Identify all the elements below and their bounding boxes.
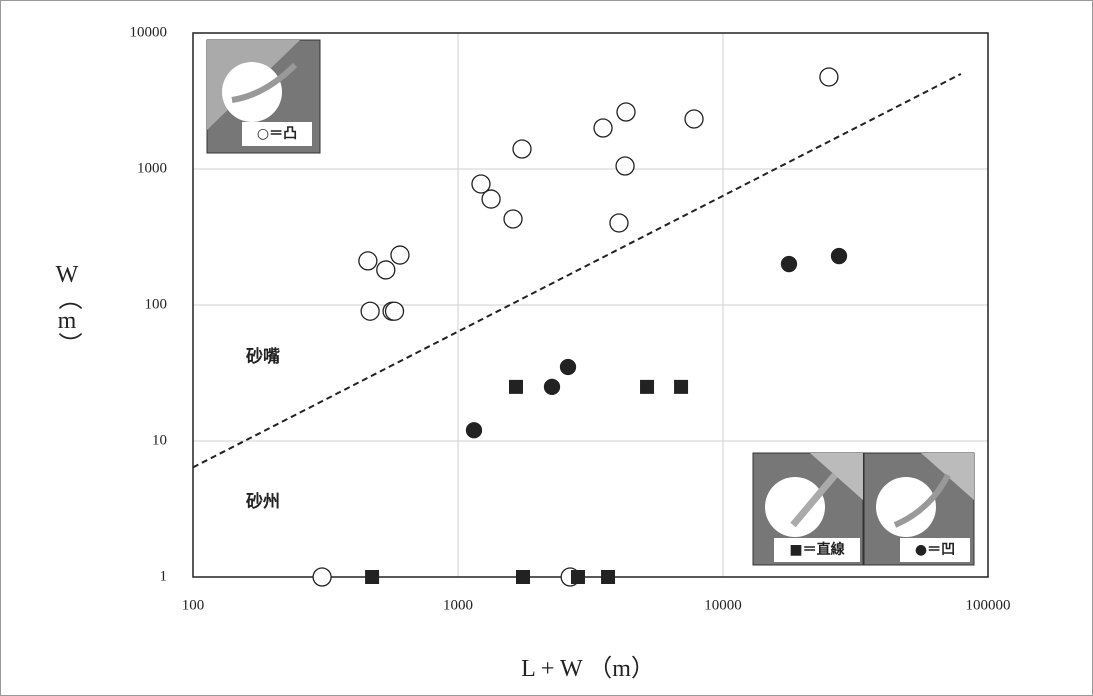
open-circle-marker [684, 109, 704, 129]
annotation: 砂嘴 [246, 346, 280, 367]
inset: ○＝凸 [206, 39, 321, 154]
inset-label: ●＝凹 [915, 542, 955, 558]
filled-circle-marker [830, 247, 848, 265]
open-circle-marker [481, 189, 501, 209]
plot-frame [192, 32, 989, 578]
square-marker [515, 570, 530, 584]
inset: ●＝凹 [863, 452, 975, 566]
inset-label: ■＝直線 [789, 541, 844, 558]
open-circle-marker [609, 213, 629, 233]
open-circle-marker [593, 118, 613, 138]
square-marker [640, 379, 655, 394]
open-circle-marker [512, 139, 532, 159]
open-circle-marker [819, 67, 839, 87]
y-tick-label: 1000 [137, 160, 167, 176]
x-tick-label: 100 [182, 597, 205, 613]
inset-label: ○＝凸 [257, 126, 297, 142]
y-axis-label: W（m） [54, 262, 80, 354]
filled-circle-marker [559, 358, 577, 376]
open-circle-marker [503, 209, 523, 229]
open-circle-marker [358, 251, 378, 271]
trend-line [192, 73, 962, 469]
x-tick-label: 100000 [966, 597, 1011, 613]
y-tick-label: 10000 [130, 24, 168, 40]
open-circle-marker [312, 567, 332, 587]
y-tick-label: 100 [145, 296, 168, 312]
y-tick-label: 1 [160, 568, 168, 584]
filled-circle-marker [465, 422, 483, 439]
square-marker [674, 379, 689, 394]
square-marker [365, 570, 380, 584]
filled-circle-marker [543, 378, 561, 396]
open-circle-marker [471, 174, 491, 194]
filled-circle-marker [780, 255, 798, 273]
annotation: 砂州 [246, 491, 280, 512]
open-circle-marker [384, 301, 405, 321]
square-marker [570, 570, 585, 584]
x-axis-label: L + W （m） [521, 656, 655, 682]
open-circle-marker [376, 260, 396, 280]
x-tick-label: 10000 [704, 597, 742, 613]
open-circle-marker [360, 301, 380, 321]
square-marker [601, 570, 616, 584]
y-tick-label: 10 [152, 432, 167, 448]
x-tick-label: 1000 [443, 597, 473, 613]
square-marker [508, 379, 523, 394]
open-circle-marker [616, 102, 636, 122]
open-circle-marker [615, 156, 635, 176]
open-circle-marker [390, 245, 410, 265]
inset: ■＝直線 [752, 452, 864, 566]
